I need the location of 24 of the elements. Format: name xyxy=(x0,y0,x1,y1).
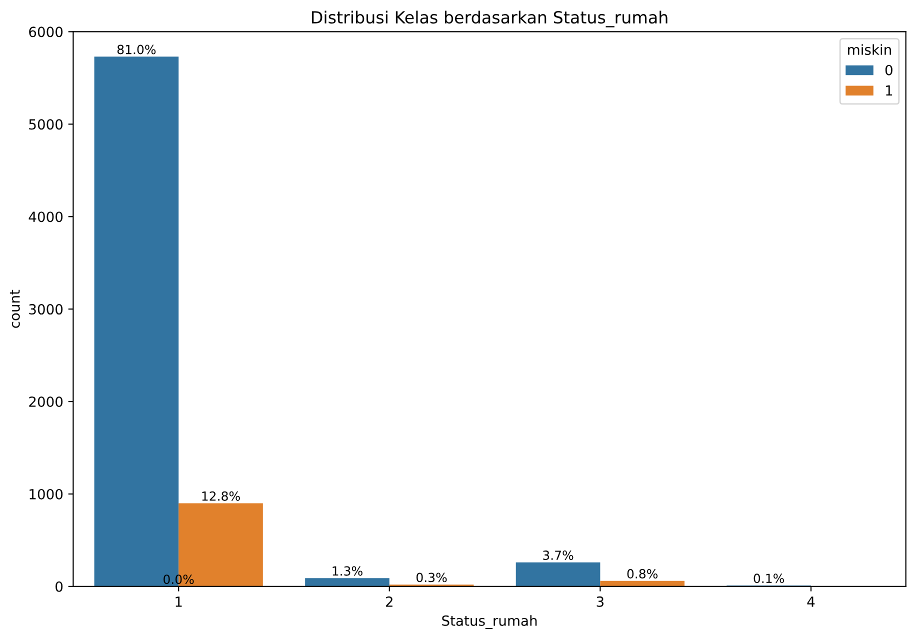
annotation: 0.8% xyxy=(627,569,658,578)
y-axis-title: count xyxy=(10,290,20,328)
x-tick-label: 1 xyxy=(176,596,182,607)
annotation: 0.1% xyxy=(754,574,784,584)
y-tick-label: 1000 xyxy=(30,488,63,500)
annotation: 0.3% xyxy=(416,572,447,582)
y-tick-label: 0 xyxy=(56,581,63,592)
y-tick-label: 6000 xyxy=(29,26,63,38)
x-axis-title: Status_rumah xyxy=(442,615,537,629)
annotation: 3.7% xyxy=(543,550,574,560)
y-tick-label: 3000 xyxy=(29,304,63,315)
y-tick-label: 2000 xyxy=(29,396,63,408)
annotation: 1.3% xyxy=(332,566,362,576)
chart-title: Distribusi Kelas berdasarkan Status_rumah xyxy=(312,10,668,28)
annotation: 81.0% xyxy=(117,44,156,54)
x-tick-label: 3 xyxy=(596,596,604,607)
x-tick-label: 4 xyxy=(807,596,815,607)
legend-title: miskin xyxy=(848,44,891,55)
legend-label: 0 xyxy=(885,64,892,76)
legend-label: 1 xyxy=(886,85,892,96)
annotation: 12.8% xyxy=(202,491,240,501)
y-tick-label: 5000 xyxy=(29,119,63,130)
y-tick-label: 4000 xyxy=(28,212,63,222)
x-tick-label: 2 xyxy=(386,596,392,607)
